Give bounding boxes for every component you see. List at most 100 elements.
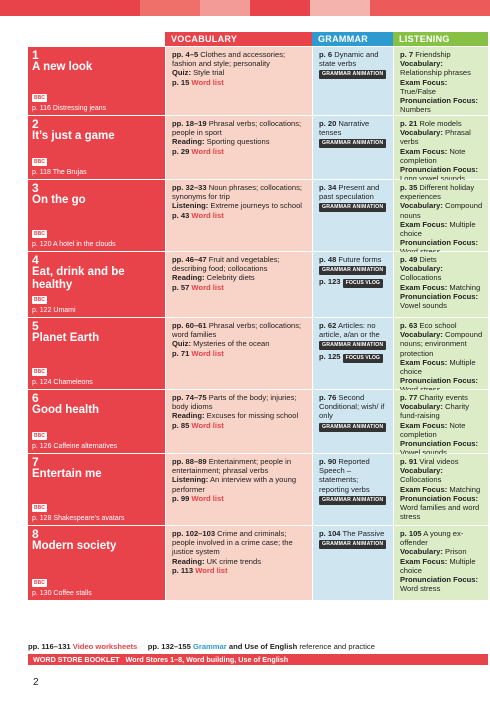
listening-label: p. 21 [400, 119, 418, 128]
vocabulary-text: Clothes and accessories; fashion and sty… [172, 50, 286, 69]
unit-cell[interactable]: 3 On the go BBC p. 120 A hotel in the cloud… [28, 180, 165, 251]
listening-label: Pronunciation Focus: [400, 238, 479, 248]
grammar-text: Second Conditional; wish/ if only [319, 393, 385, 421]
grammar-animation-button[interactable]: GRAMMAR ANIMATION [319, 139, 387, 149]
vocabulary-text: Extreme journeys to school [208, 201, 302, 211]
focus-vlog-button[interactable]: FOCUS VLOG [342, 354, 383, 364]
unit-cell[interactable]: 4 Eat, drink and be healthy BBC p. 122 Umam… [28, 252, 165, 317]
bbc-video-link[interactable]: BBC p. 128 Shakespeare’s avatars [32, 496, 125, 523]
bbc-video-link[interactable]: BBC p. 124 Chameleons [32, 360, 93, 387]
bbc-video-link[interactable]: BBC p. 118 The Brujas [32, 150, 87, 177]
page-ref: p. 20 [319, 119, 337, 128]
unit-cell[interactable]: 5 Planet Earth BBC p. 124 Chameleons [28, 318, 165, 389]
vocabulary-line: Quiz: Mysteries of the ocean [172, 339, 308, 348]
listening-label: Exam Focus: [400, 146, 448, 156]
grammar-animation-button[interactable]: GRAMMAR ANIMATION [319, 341, 387, 351]
word-list-link[interactable]: Word list [189, 77, 224, 87]
bbc-video-link[interactable]: BBC p. 116 Distressing jeans [32, 86, 106, 113]
unit-number: 6 [32, 391, 39, 405]
vocabulary-line: p. 113 Word list [172, 566, 308, 575]
listening-text: Phrasal verbs [400, 128, 471, 147]
vocabulary-cell: pp. 74–75 Parts of the body; injuries; b… [165, 390, 312, 453]
focus-vlog-line: p. 125 FOCUS VLOG [319, 352, 389, 364]
listening-line: p. 91 Viral videos [400, 457, 484, 466]
listening-line: Vocabulary: Phrasal verbs [400, 128, 484, 146]
word-list-link[interactable]: Word list [189, 420, 224, 430]
listening-label: Vocabulary: [400, 128, 443, 138]
vocabulary-line: pp. 18–19 Phrasal verbs; collocations; p… [172, 119, 308, 137]
listening-label: Exam Focus: [400, 219, 448, 229]
listening-text: Vowel sounds [400, 301, 447, 311]
word-list-link[interactable]: Word list [189, 210, 224, 220]
listening-text: Matching [447, 282, 481, 292]
grammar-line: p. 34 Present and past speculation [319, 183, 389, 201]
listening-cell: p. 77 Charity events Vocabulary: Charity … [393, 390, 488, 457]
listening-text: Word stress [400, 584, 441, 594]
grammar-animation-button[interactable]: GRAMMAR ANIMATION [319, 422, 387, 432]
header-row: VOCABULARY GRAMMAR LISTENING [28, 32, 488, 46]
listening-label: p. 77 [400, 393, 418, 402]
grammar-line: p. 6 Dynamic and state verbs [319, 50, 389, 68]
page-ref: p. 76 [319, 393, 337, 402]
unit-cell[interactable]: 7 Entertain me BBC p. 128 Shakespeare’s ava… [28, 454, 165, 525]
focus-vlog-line: p. 123 FOCUS VLOG [319, 277, 389, 289]
vocabulary-line: pp. 32–33 Noun phrases; collocations; sy… [172, 183, 308, 201]
grammar-header: GRAMMAR [312, 32, 393, 46]
unit-cell[interactable]: 6 Good health BBC p. 126 Caffeine alternati… [28, 390, 165, 453]
page-ref: pp. 18–19 [172, 119, 207, 128]
bbc-video-link[interactable]: BBC p. 120 A hotel in the clouds [32, 222, 116, 249]
listening-line: Pronunciation Focus: Vowel sounds [400, 439, 484, 457]
listening-text: Note completion [400, 420, 466, 439]
word-list-link[interactable]: Word list [193, 565, 228, 575]
vocabulary-line: p. 29 Word list [172, 147, 308, 156]
grammar-animation-button[interactable]: GRAMMAR ANIMATION [319, 540, 387, 550]
grammar-text: Articles: no article, a/an or the [319, 321, 380, 340]
word-list-link[interactable]: Word list [189, 348, 224, 358]
bbc-logo-icon: BBC [32, 579, 47, 587]
grammar-animation-button[interactable]: GRAMMAR ANIMATION [319, 203, 387, 213]
bbc-video-link[interactable]: BBC p. 126 Caffeine alternatives [32, 424, 117, 451]
vocabulary-text: Phrasal verbs; collocations; word famili… [172, 321, 302, 340]
unit-cell[interactable]: 8 Modern society BBC p. 130 Coffee stalls [28, 526, 165, 600]
word-list-link[interactable]: Word list [189, 493, 224, 503]
unit-row: 3 On the go BBC p. 120 A hotel in the cloud… [28, 179, 488, 256]
bbc-video-link[interactable]: BBC p. 122 Umami [32, 288, 76, 315]
video-worksheets-label[interactable]: Video worksheets [72, 642, 138, 651]
word-list-link[interactable]: Word list [189, 282, 224, 292]
grammar-animation-button[interactable]: GRAMMAR ANIMATION [319, 495, 387, 505]
use-of-english-link[interactable]: Use of English [244, 642, 298, 651]
bbc-logo-icon: BBC [32, 504, 47, 512]
vocabulary-line: pp. 46–47 Fruit and vegetables; describi… [172, 255, 308, 273]
listening-line: Vocabulary: Collocations [400, 466, 484, 484]
bbc-logo-icon: BBC [32, 158, 47, 166]
listening-label: p. 7 [400, 50, 414, 59]
grammar-animation-button[interactable]: GRAMMAR ANIMATION [319, 266, 387, 276]
listening-line: p. 49 Diets [400, 255, 484, 264]
vocabulary-cell: pp. 32–33 Noun phrases; collocations; sy… [165, 180, 312, 251]
bbc-video-text: p. 122 Umami [32, 307, 76, 314]
unit-title: A new look [32, 61, 93, 73]
listening-text: Multiple choice [400, 219, 476, 239]
grammar-link[interactable]: Grammar [192, 642, 227, 651]
page-ref: p. 43 [172, 210, 190, 220]
vocabulary-line: pp. 60–61 Phrasal verbs; collocations; w… [172, 321, 308, 339]
bbc-video-link[interactable]: BBC p. 130 Coffee stalls [32, 571, 92, 598]
vocabulary-cell: pp. 88–89 Entertainment; people in enter… [165, 454, 312, 525]
vocabulary-text: Mysteries of the ocean [190, 339, 270, 349]
grammar-cell: p. 48 Future forms GRAMMAR ANIMATION p. 12… [312, 252, 393, 317]
focus-vlog-button[interactable]: FOCUS VLOG [342, 279, 383, 289]
unit-number: 5 [32, 319, 39, 333]
vocabulary-text: Parts of the body; injuries; body idioms [172, 393, 297, 412]
vocabulary-text: Celebrity diets [204, 273, 255, 283]
bbc-video-text: p. 128 Shakespeare’s avatars [32, 515, 125, 522]
vocabulary-cell: pp. 102–103 Crime and criminals; people … [165, 526, 312, 600]
listening-text: Different holiday experiences [400, 183, 475, 202]
unit-cell[interactable]: 2 It’s just a game BBC p. 118 The Brujas [28, 116, 165, 179]
unit-row: 4 Eat, drink and be healthy BBC p. 122 Umam… [28, 251, 488, 317]
vocabulary-line: p. 43 Word list [172, 211, 308, 220]
listening-text: Prison [442, 547, 467, 557]
listening-label: Vocabulary: [400, 59, 443, 69]
grammar-animation-button[interactable]: GRAMMAR ANIMATION [319, 70, 387, 80]
word-list-link[interactable]: Word list [189, 146, 224, 156]
